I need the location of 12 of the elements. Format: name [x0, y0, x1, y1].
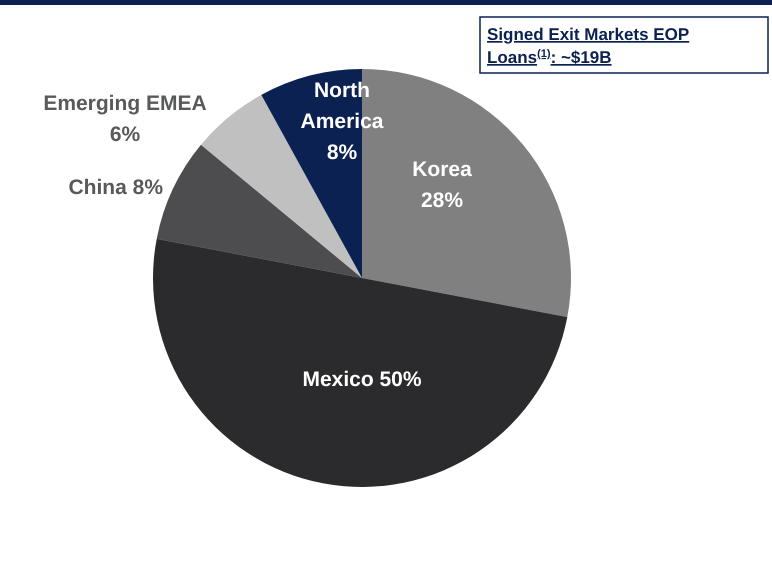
slice-label: Emerging EMEA [43, 92, 207, 115]
pie-slice [153, 238, 568, 487]
data-label: 50% [380, 368, 422, 391]
data-label: 28% [420, 189, 464, 212]
slice-label: Korea [412, 158, 472, 181]
data-label: 8% [132, 176, 164, 199]
data-label: 8% [326, 141, 358, 164]
slice-label: North America [300, 79, 384, 133]
data-label: 6% [110, 123, 140, 146]
slice-label: Mexico [302, 368, 380, 391]
slice-label: China [68, 176, 133, 199]
chart-title: Signed Exit Markets EOP Loans$^{(1)}$: ~$19B [487, 25, 690, 67]
